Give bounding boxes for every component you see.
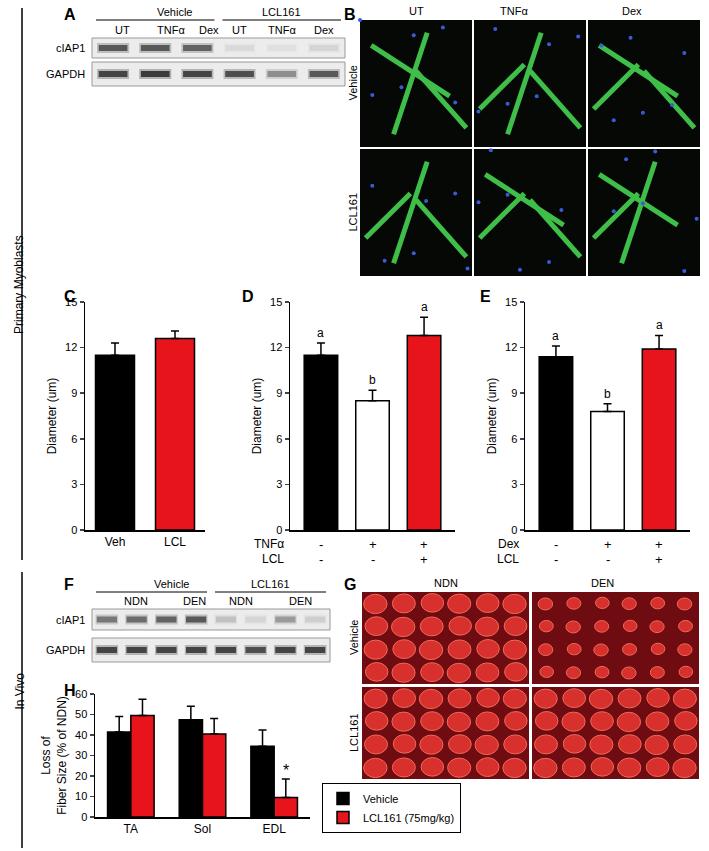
svg-text:+: + bbox=[420, 537, 428, 552]
svg-text:50: 50 bbox=[75, 708, 87, 720]
svg-text:G: G bbox=[344, 576, 356, 593]
svg-text:20: 20 bbox=[75, 770, 87, 782]
svg-text:DEN: DEN bbox=[289, 595, 312, 607]
svg-text:0: 0 bbox=[81, 811, 87, 823]
svg-text:Diameter (um): Diameter (um) bbox=[250, 378, 264, 455]
svg-text:LCL161: LCL161 bbox=[262, 6, 301, 18]
svg-text:LCL161 (75mg/kg): LCL161 (75mg/kg) bbox=[363, 812, 454, 824]
svg-text:-: - bbox=[606, 552, 610, 567]
svg-text:3: 3 bbox=[276, 478, 282, 490]
svg-text:Dex: Dex bbox=[314, 24, 334, 36]
svg-text:H: H bbox=[64, 682, 76, 699]
svg-text:12: 12 bbox=[505, 341, 517, 353]
svg-text:a: a bbox=[421, 300, 428, 314]
svg-text:6: 6 bbox=[276, 433, 282, 445]
svg-text:Sol: Sol bbox=[194, 822, 211, 836]
svg-text:6: 6 bbox=[511, 433, 517, 445]
svg-text:Diameter (um): Diameter (um) bbox=[45, 378, 59, 455]
svg-text:D: D bbox=[242, 288, 254, 305]
svg-text:-: - bbox=[319, 537, 323, 552]
svg-text:DEN: DEN bbox=[183, 595, 206, 607]
svg-text:C: C bbox=[64, 288, 76, 305]
svg-text:15: 15 bbox=[505, 296, 517, 308]
svg-text:a: a bbox=[317, 326, 324, 340]
svg-text:b: b bbox=[604, 387, 611, 401]
svg-text:9: 9 bbox=[511, 387, 517, 399]
svg-text:NDN: NDN bbox=[434, 577, 458, 589]
svg-text:3: 3 bbox=[71, 478, 77, 490]
svg-text:-: - bbox=[554, 552, 558, 567]
svg-text:10: 10 bbox=[75, 790, 87, 802]
svg-text:EDL: EDL bbox=[262, 822, 286, 836]
svg-text:*: * bbox=[283, 762, 289, 779]
svg-text:+: + bbox=[420, 552, 428, 567]
svg-text:15: 15 bbox=[65, 296, 77, 308]
svg-text:F: F bbox=[64, 576, 74, 593]
svg-text:Vehicle: Vehicle bbox=[154, 578, 189, 590]
svg-text:Vehicle: Vehicle bbox=[157, 6, 192, 18]
svg-text:+: + bbox=[604, 537, 612, 552]
svg-text:GAPDH: GAPDH bbox=[46, 644, 85, 656]
svg-text:Veh: Veh bbox=[105, 535, 126, 549]
svg-text:0: 0 bbox=[511, 524, 517, 536]
svg-text:A: A bbox=[64, 6, 76, 23]
svg-text:LCL161: LCL161 bbox=[251, 578, 290, 590]
svg-text:-: - bbox=[554, 537, 558, 552]
svg-text:+: + bbox=[369, 537, 377, 552]
svg-text:E: E bbox=[480, 288, 491, 305]
svg-text:DEN: DEN bbox=[591, 577, 614, 589]
svg-text:TNFα: TNFα bbox=[500, 5, 528, 17]
svg-text:Vehicle: Vehicle bbox=[347, 65, 359, 100]
svg-text:Loss ofFiber Size (% of NDN): Loss ofFiber Size (% of NDN) bbox=[39, 696, 69, 815]
svg-text:NDN: NDN bbox=[229, 595, 253, 607]
svg-text:12: 12 bbox=[65, 341, 77, 353]
svg-text:TNFα: TNFα bbox=[254, 537, 284, 551]
svg-text:0: 0 bbox=[71, 524, 77, 536]
svg-text:Vehicle: Vehicle bbox=[348, 620, 360, 655]
svg-text:TNFα: TNFα bbox=[268, 24, 296, 36]
svg-text:B: B bbox=[344, 6, 356, 23]
svg-text:LCL: LCL bbox=[497, 552, 519, 566]
svg-text:UT: UT bbox=[409, 5, 424, 17]
svg-text:3: 3 bbox=[511, 478, 517, 490]
svg-text:60: 60 bbox=[75, 688, 87, 700]
svg-text:LCL: LCL bbox=[164, 535, 186, 549]
svg-text:40: 40 bbox=[75, 729, 87, 741]
svg-text:cIAP1: cIAP1 bbox=[56, 42, 85, 54]
svg-text:30: 30 bbox=[75, 749, 87, 761]
svg-text:+: + bbox=[655, 552, 663, 567]
svg-text:Dex: Dex bbox=[199, 24, 219, 36]
svg-text:TNFα: TNFα bbox=[157, 24, 185, 36]
svg-text:In Vivo: In Vivo bbox=[13, 673, 27, 710]
svg-text:LCL: LCL bbox=[262, 552, 284, 566]
svg-text:LCL161: LCL161 bbox=[347, 193, 359, 232]
svg-text:UT: UT bbox=[232, 24, 247, 36]
svg-text:+: + bbox=[655, 537, 663, 552]
svg-text:Dex: Dex bbox=[622, 5, 642, 17]
svg-text:Diameter (um): Diameter (um) bbox=[485, 378, 499, 455]
svg-text:9: 9 bbox=[276, 387, 282, 399]
svg-text:b: b bbox=[369, 373, 376, 387]
svg-text:0: 0 bbox=[276, 524, 282, 536]
svg-text:15: 15 bbox=[270, 296, 282, 308]
svg-text:cIAP1: cIAP1 bbox=[56, 614, 85, 626]
svg-text:12: 12 bbox=[270, 341, 282, 353]
svg-text:NDN: NDN bbox=[124, 595, 148, 607]
svg-text:Vehicle: Vehicle bbox=[363, 793, 398, 805]
svg-text:TA: TA bbox=[124, 822, 138, 836]
svg-text:-: - bbox=[319, 552, 323, 567]
svg-text:a: a bbox=[656, 318, 663, 332]
svg-text:Dex: Dex bbox=[498, 537, 519, 551]
svg-text:GAPDH: GAPDH bbox=[46, 68, 85, 80]
svg-text:9: 9 bbox=[71, 387, 77, 399]
svg-text:Primary Myoblasts: Primary Myoblasts bbox=[12, 235, 26, 334]
svg-text:-: - bbox=[371, 552, 375, 567]
svg-text:LCL161: LCL161 bbox=[348, 713, 360, 752]
svg-text:6: 6 bbox=[71, 433, 77, 445]
svg-text:UT: UT bbox=[115, 24, 130, 36]
svg-text:a: a bbox=[552, 329, 559, 343]
